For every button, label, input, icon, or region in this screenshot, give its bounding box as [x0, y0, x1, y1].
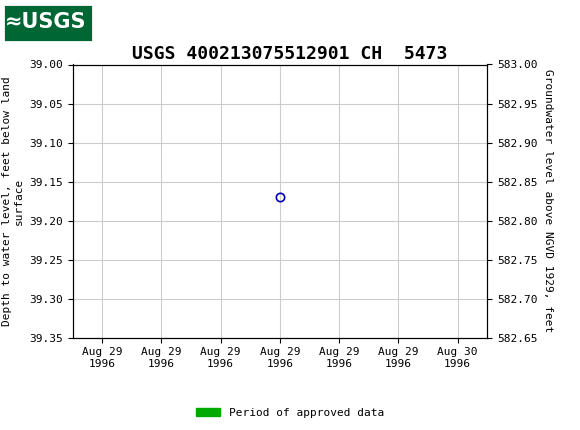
Y-axis label: Groundwater level above NGVD 1929, feet: Groundwater level above NGVD 1929, feet [543, 69, 553, 333]
Text: USGS 400213075512901 CH  5473: USGS 400213075512901 CH 5473 [132, 45, 448, 63]
Y-axis label: Depth to water level, feet below land
surface: Depth to water level, feet below land su… [2, 76, 23, 326]
Text: ≈USGS: ≈USGS [5, 12, 86, 32]
FancyBboxPatch shape [3, 3, 93, 42]
Legend: Period of approved data: Period of approved data [191, 403, 389, 422]
